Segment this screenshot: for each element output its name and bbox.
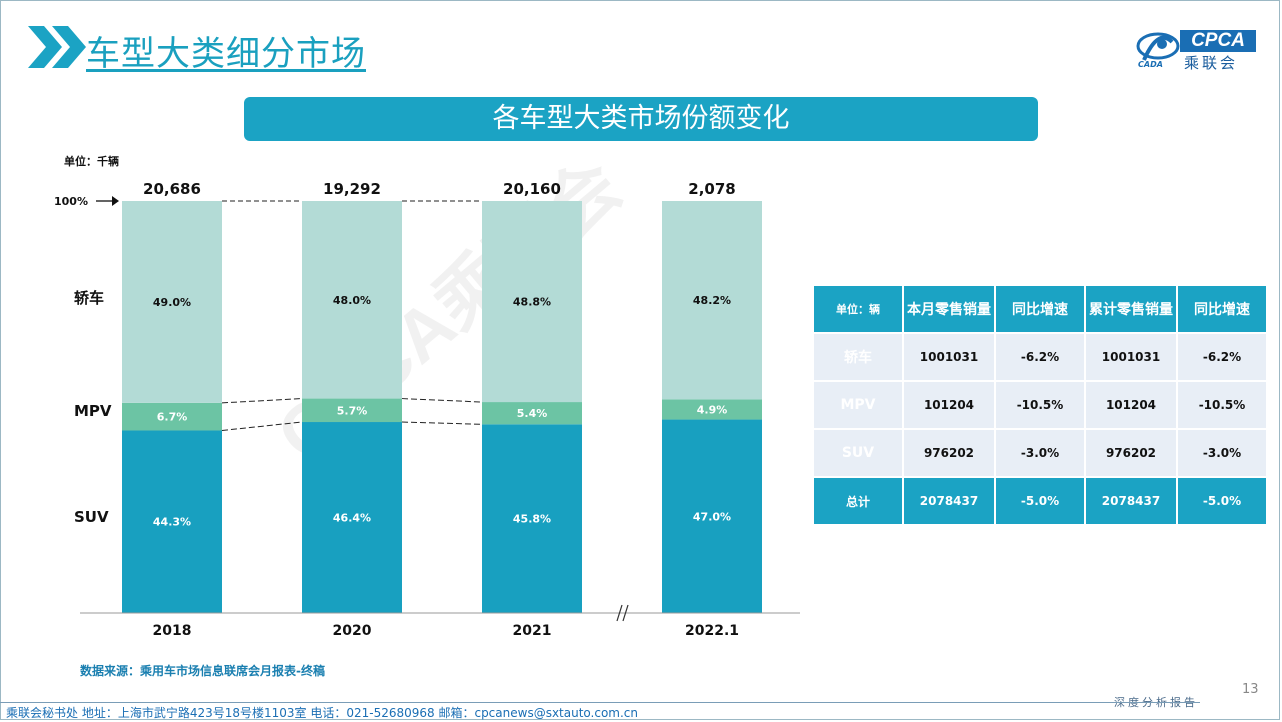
bar-segment-1 — [122, 402, 222, 431]
cell-month-yoy: -6.2% — [994, 332, 1086, 382]
total-label: 19,292 — [323, 180, 381, 198]
axis-break-mark — [622, 604, 629, 622]
data-label: 6.7% — [157, 411, 188, 424]
page-number: 13 — [1242, 682, 1259, 697]
logo-sub: CADA — [1138, 60, 1163, 69]
unit-label: 单位：千辆 — [64, 155, 119, 168]
series-label: 轿车 — [74, 289, 104, 307]
total-month-yoy: -5.0% — [994, 476, 1086, 526]
table-header-month: 本月零售销量 — [902, 284, 996, 334]
total-label: 20,160 — [503, 180, 561, 198]
cell-cum-yoy: -3.0% — [1176, 428, 1268, 478]
row-name: SUV — [812, 428, 904, 478]
cell-month-yoy: -10.5% — [994, 380, 1086, 430]
cell-cum-yoy: -10.5% — [1176, 380, 1268, 430]
stacked-bar-chart: 44.3% 6.7% 49.0% 20,686 2018 46.4% 5.7% 48.0% 19… — [54, 180, 800, 639]
bar-segment-1 — [302, 398, 402, 423]
data-label: 4.9% — [697, 403, 728, 416]
table-header-unit: 单位：辆 — [812, 284, 904, 334]
bar-segment-0 — [122, 430, 222, 613]
total-name: 总计 — [812, 476, 904, 526]
cell-cum: 1001031 — [1084, 332, 1178, 382]
data-label: 46.4% — [333, 512, 371, 525]
chevron-right-icon — [28, 26, 86, 68]
bar-segment-2 — [482, 201, 582, 403]
table-header-cum-yoy: 同比增速 — [1176, 284, 1268, 334]
bar-segment-2 — [662, 201, 762, 400]
bar-segment-2 — [302, 201, 402, 399]
table-header-month-yoy: 同比增速 — [994, 284, 1086, 334]
cell-month: 1001031 — [902, 332, 996, 382]
bar-segment-2 — [122, 201, 222, 403]
table-row: 轿车 1001031 -6.2% 1001031 -6.2% — [812, 332, 1268, 382]
logo-cpca: CPCA — [1180, 30, 1256, 52]
connector-line — [221, 421, 303, 431]
data-label: 48.8% — [513, 296, 551, 309]
arrow-head-icon — [112, 196, 119, 206]
data-label: 5.4% — [517, 407, 548, 420]
cell-month-yoy: -3.0% — [994, 428, 1086, 478]
total-cum: 2078437 — [1084, 476, 1178, 526]
logo-mark-icon — [1136, 32, 1180, 61]
cell-month: 976202 — [902, 428, 996, 478]
total-label: 20,686 — [143, 180, 201, 198]
table-header-row: 单位：辆 本月零售销量 同比增速 累计零售销量 同比增速 — [812, 284, 1268, 334]
data-label: 5.7% — [337, 404, 368, 417]
table-total-row: 总计 2078437 -5.0% 2078437 -5.0% — [812, 476, 1268, 526]
category-label: 2020 — [333, 623, 372, 639]
data-label: 48.2% — [693, 294, 731, 307]
cell-cum: 976202 — [1084, 428, 1178, 478]
total-cum-yoy: -5.0% — [1176, 476, 1268, 526]
series-label: SUV — [74, 508, 109, 526]
footer-contact: 乘联会秘书处 地址：上海市武宁路423号18号楼1103室 电话：021-526… — [6, 706, 639, 720]
bar-segment-0 — [482, 424, 582, 613]
data-label: 47.0% — [693, 510, 731, 523]
total-label: 2,078 — [688, 180, 735, 198]
data-label: 45.8% — [513, 513, 551, 526]
table-row: MPV 101204 -10.5% 101204 -10.5% — [812, 380, 1268, 430]
category-label: 2022.1 — [685, 623, 739, 639]
bar-segment-0 — [662, 419, 762, 613]
cpca-logo: CADA CPCA 乘联会 — [1134, 24, 1258, 74]
table-header-cum: 累计零售销量 — [1084, 284, 1178, 334]
total-month: 2078437 — [902, 476, 996, 526]
series-label: MPV — [74, 402, 112, 420]
row-name: 轿车 — [812, 332, 904, 382]
top-marker-label: 100% — [54, 195, 88, 208]
category-label: 2021 — [513, 623, 552, 639]
connector-line — [221, 398, 303, 404]
data-label: 49.0% — [153, 296, 191, 309]
cell-month: 101204 — [902, 380, 996, 430]
cell-cum: 101204 — [1084, 380, 1178, 430]
sales-table: 单位：辆 本月零售销量 同比增速 累计零售销量 同比增速 轿车 1001031 … — [812, 284, 1268, 526]
axis-break-mark — [616, 604, 623, 622]
logo-cn: 乘联会 — [1184, 54, 1239, 72]
page-title: 车型大类细分市场 — [86, 34, 366, 74]
row-name: MPV — [812, 380, 904, 430]
category-label: 2018 — [153, 623, 192, 639]
footer-divider — [0, 702, 1200, 703]
table-row: SUV 976202 -3.0% 976202 -3.0% — [812, 428, 1268, 478]
bar-segment-1 — [662, 399, 762, 420]
connector-line — [401, 398, 483, 403]
data-label: 44.3% — [153, 516, 191, 529]
chart-banner: 各车型大类市场份额变化 — [244, 97, 1038, 141]
bar-segment-1 — [482, 402, 582, 425]
connector-line — [401, 421, 483, 425]
data-label: 48.0% — [333, 294, 371, 307]
cell-cum-yoy: -6.2% — [1176, 332, 1268, 382]
data-source: 数据来源：乘用车市场信息联席会月报表-终稿 — [80, 664, 325, 678]
bar-segment-0 — [302, 422, 402, 613]
